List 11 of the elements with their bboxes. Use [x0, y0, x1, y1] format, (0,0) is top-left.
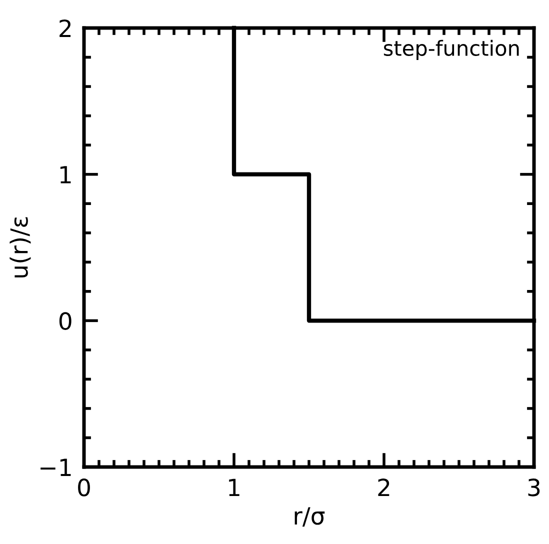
x-tick-label: 1	[229, 478, 240, 496]
y-tick-label: 2	[60, 19, 71, 37]
y-tick-label: 1	[60, 166, 71, 184]
annotation: step-function	[384, 40, 519, 60]
y-tick-label: 0	[59, 312, 72, 330]
y-tick-label: −1	[40, 458, 71, 476]
x-axis-title: r/σ	[294, 507, 325, 527]
x-tick-label: 2	[378, 478, 390, 496]
x-tick-label: 3	[528, 478, 540, 496]
x-tick-label: 0	[78, 478, 90, 496]
y-axis-title: u(r)/ε	[10, 217, 31, 278]
